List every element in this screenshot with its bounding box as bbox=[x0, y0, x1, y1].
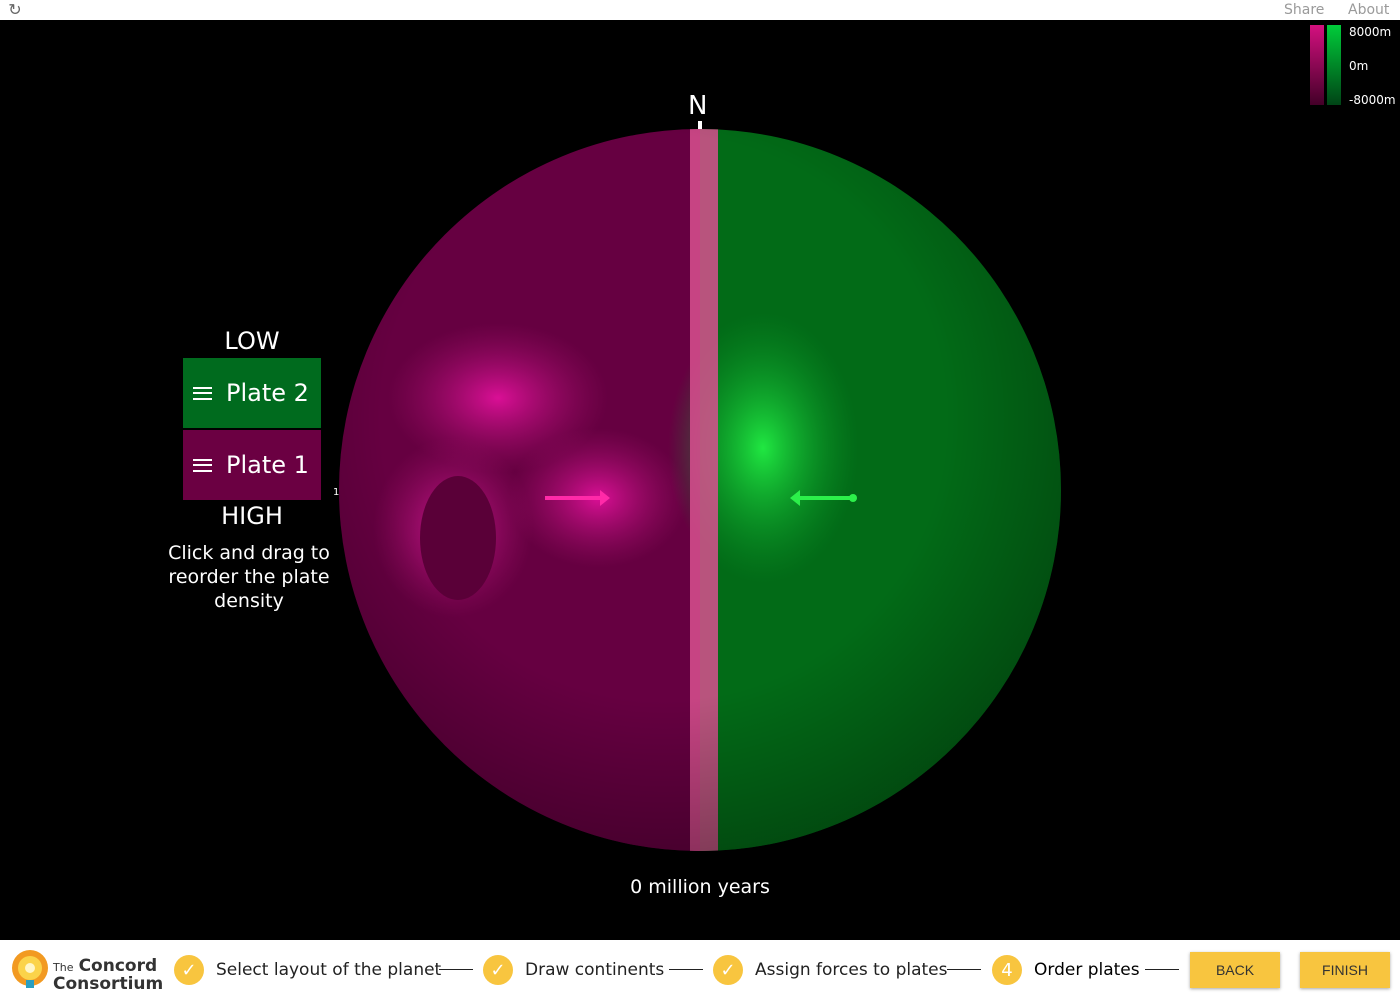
plate-order-item-plate1[interactable]: Plate 1 bbox=[183, 430, 321, 500]
step-connector bbox=[439, 969, 473, 970]
step-label: Order plates bbox=[1034, 960, 1140, 980]
step-order-plates[interactable]: 4 Order plates bbox=[992, 954, 1140, 986]
logo-text-concord: Concord bbox=[78, 956, 158, 976]
plate-index-mark: 1 bbox=[333, 487, 340, 498]
back-button[interactable]: BACK bbox=[1190, 952, 1280, 988]
drag-handle-icon[interactable] bbox=[193, 386, 212, 400]
step-connector bbox=[947, 969, 981, 970]
top-bar: ↻ Share About bbox=[0, 0, 1400, 20]
step-assign-forces[interactable]: ✓ Assign forces to plates bbox=[713, 954, 948, 986]
finish-button[interactable]: FINISH bbox=[1300, 952, 1390, 988]
elevation-legend-plate1-bar bbox=[1310, 25, 1324, 105]
legend-bottom-label: -8000m bbox=[1349, 93, 1396, 107]
step-label: Assign forces to plates bbox=[755, 960, 948, 980]
elevation-legend-plate2-bar bbox=[1327, 25, 1341, 105]
plate-order-item-plate2[interactable]: Plate 2 bbox=[183, 358, 321, 428]
step-connector bbox=[669, 969, 703, 970]
about-link[interactable]: About bbox=[1348, 2, 1390, 18]
reload-icon[interactable]: ↻ bbox=[8, 0, 22, 19]
planet-globe[interactable] bbox=[338, 128, 1062, 852]
north-label: N bbox=[688, 91, 708, 121]
reorder-help-text: Click and drag to reorder the plate dens… bbox=[168, 542, 330, 612]
legend-mid-label: 0m bbox=[1349, 59, 1369, 73]
time-readout: 0 million years bbox=[630, 876, 770, 898]
check-icon: ✓ bbox=[174, 955, 204, 985]
low-density-label: LOW bbox=[224, 327, 280, 355]
legend-top-label: 8000m bbox=[1349, 25, 1392, 39]
check-icon: ✓ bbox=[713, 955, 743, 985]
concord-logo-icon bbox=[12, 950, 48, 988]
step-connector bbox=[1145, 969, 1179, 970]
step-label: Select layout of the planet bbox=[216, 960, 442, 980]
drag-handle-icon[interactable] bbox=[193, 458, 212, 472]
step-number-badge: 4 bbox=[992, 955, 1022, 985]
share-link[interactable]: Share bbox=[1284, 2, 1325, 18]
plate-order-label: Plate 2 bbox=[226, 379, 309, 407]
plate-order-label: Plate 1 bbox=[226, 451, 309, 479]
concord-logo[interactable]: The Concord Consortium bbox=[8, 946, 168, 996]
check-icon: ✓ bbox=[483, 955, 513, 985]
step-select-layout[interactable]: ✓ Select layout of the planet bbox=[174, 954, 441, 986]
bottom-bar: The Concord Consortium ✓ Select layout o… bbox=[0, 940, 1400, 1000]
step-label: Draw continents bbox=[525, 960, 665, 980]
step-draw-continents[interactable]: ✓ Draw continents bbox=[483, 954, 664, 986]
logo-text-consortium: Consortium bbox=[53, 974, 164, 994]
north-tick bbox=[698, 121, 702, 130]
logo-text-the: The bbox=[53, 961, 74, 974]
high-density-label: HIGH bbox=[221, 502, 283, 530]
